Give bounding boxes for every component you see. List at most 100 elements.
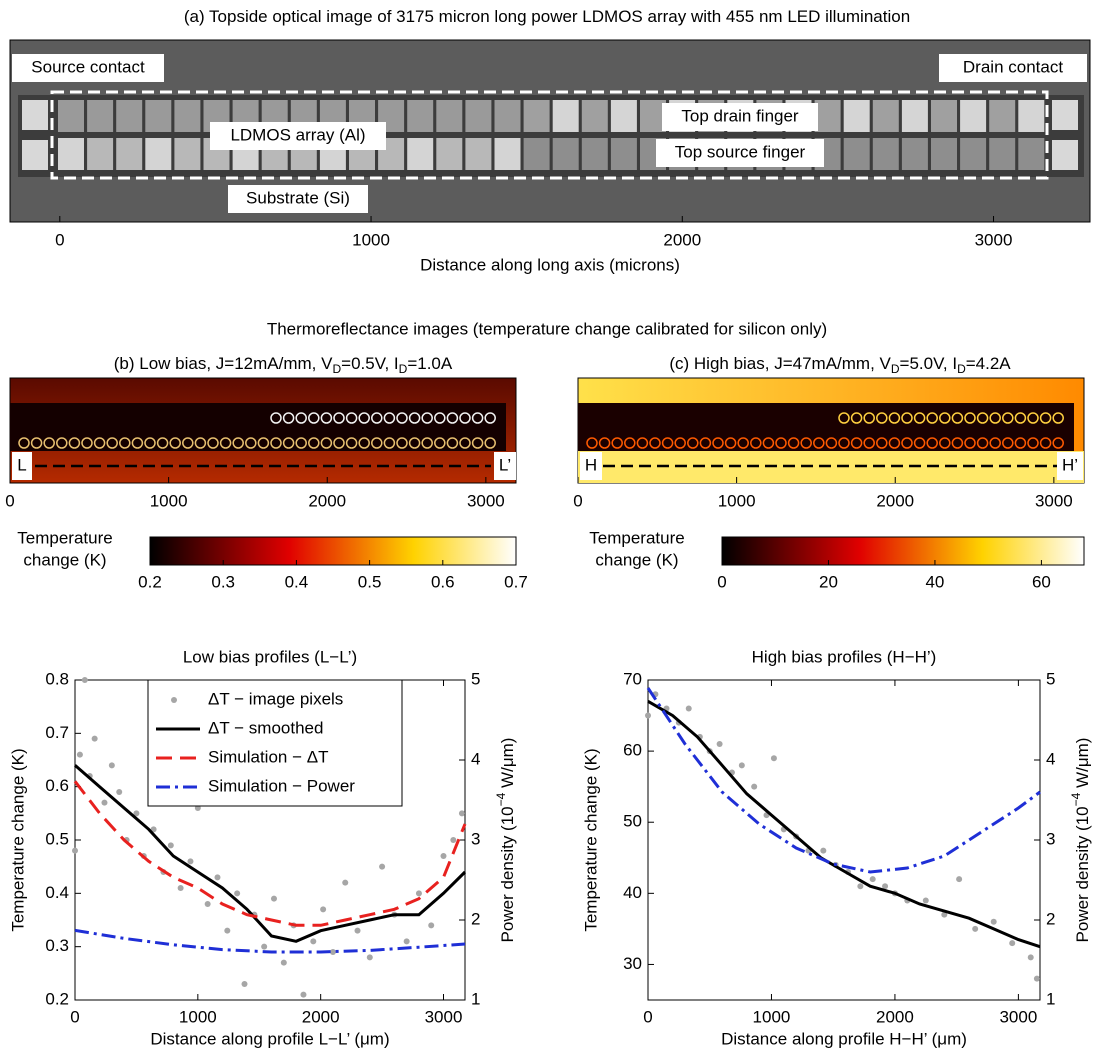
colorbar-tick-label: 0	[717, 572, 726, 591]
annotation-box	[494, 452, 516, 480]
chart-title-part: D	[957, 362, 966, 376]
finger-cell	[926, 437, 938, 449]
finger-cell	[106, 437, 118, 449]
y2-tick-label: 3	[1046, 829, 1055, 848]
finger-cell	[939, 412, 951, 424]
data-point	[857, 883, 864, 890]
finger-cell	[850, 437, 863, 449]
annotation-box	[939, 54, 1087, 82]
data-line	[647, 700, 1041, 949]
x-axis-label: Distance along profile L−L’ (μm)	[150, 1029, 389, 1048]
colorbar-tick-label: 0.3	[211, 572, 235, 591]
finger-cell	[850, 412, 863, 424]
colorbar-tick-label: 0.2	[138, 572, 162, 591]
data-point	[177, 885, 184, 891]
finger-cell	[876, 412, 888, 424]
source-cell	[1018, 138, 1045, 170]
x-tick-label: 3000	[1035, 491, 1073, 510]
data-point	[751, 783, 758, 790]
data-point	[116, 789, 123, 795]
finger-cell	[1052, 412, 1064, 424]
finger-cell	[144, 437, 156, 449]
y2-axis-label-part: −4	[1069, 792, 1083, 806]
finger-cell	[484, 437, 496, 449]
drain-cell	[581, 100, 608, 132]
data-point	[354, 927, 361, 934]
chart-title-part: =1.0A	[407, 354, 453, 373]
finger-cell	[81, 437, 93, 449]
finger-cell	[30, 437, 43, 449]
data-point	[403, 938, 410, 945]
finger-cell	[308, 412, 320, 424]
data-point	[770, 755, 777, 762]
finger-cell	[408, 437, 421, 449]
finger-cell	[1027, 412, 1039, 424]
finger-cell	[446, 412, 459, 424]
finger-cell	[232, 437, 244, 449]
finger-cell	[320, 437, 333, 449]
finger-cell	[876, 437, 888, 449]
finger-cell	[93, 437, 106, 449]
y-tick-label: 0.6	[45, 776, 69, 795]
y2-tick-label: 4	[1046, 749, 1055, 768]
finger-cell	[182, 437, 194, 449]
source-cell	[960, 138, 987, 170]
annotation: Drain contact	[963, 57, 1063, 76]
chart-title-part: =0.5V, I	[341, 354, 399, 373]
data-point	[187, 858, 194, 865]
colorbar-tick-label: 0.4	[285, 572, 309, 591]
finger-cell	[396, 437, 408, 449]
source-cell	[174, 138, 201, 170]
finger-cell	[169, 437, 181, 449]
annotation: LDMOS array (Al)	[230, 125, 365, 144]
figure-title: Thermoreflectance images (temperature ch…	[267, 319, 827, 338]
finger-cell	[421, 412, 433, 424]
data-line	[646, 687, 1041, 874]
y2-axis-label-part: W/μm)	[1073, 738, 1092, 793]
finger-cell	[295, 412, 307, 424]
annotation-box	[662, 103, 818, 131]
chart-title-part: D	[891, 362, 900, 376]
colorbar-tick-label: 60	[1032, 572, 1051, 591]
finger-cell	[421, 437, 433, 449]
finger-cell	[1002, 412, 1014, 424]
data-point	[882, 883, 889, 890]
annotation: H	[585, 455, 597, 474]
finger-cell	[674, 437, 686, 449]
y2-tick-label: 5	[1046, 669, 1055, 688]
plot-frame	[647, 679, 1041, 1001]
source-cell	[552, 138, 579, 170]
finger-cell	[989, 437, 1001, 449]
finger-cell	[964, 412, 976, 424]
y-tick-label: 0.4	[45, 883, 69, 902]
data-point	[270, 895, 277, 902]
finger-cell	[636, 437, 649, 449]
y2-axis-label-part: Power density (10	[498, 806, 517, 942]
legend-label: Simulation − ΔT	[208, 747, 329, 766]
finger-cell	[989, 412, 1001, 424]
data-line	[74, 764, 467, 943]
y2-tick-label: 4	[471, 749, 480, 768]
drain-cell	[843, 100, 870, 132]
y-tick-label: 0.7	[45, 723, 69, 742]
finger-cell	[1039, 412, 1052, 424]
finger-cell	[383, 437, 396, 449]
chart-title-part: =4.2A	[966, 354, 1012, 373]
annotation: Source contact	[31, 57, 145, 76]
data-point	[72, 847, 78, 854]
colorbar-tick-label: 0.7	[504, 572, 528, 591]
drain-cell	[145, 100, 172, 132]
drain-cell	[58, 100, 84, 132]
source-cell	[581, 138, 608, 170]
legend-label: ΔT − smoothed	[208, 718, 323, 737]
finger-cell	[737, 437, 749, 449]
finger-cell	[649, 437, 661, 449]
finger-cell	[712, 437, 724, 449]
finger-cell	[434, 437, 446, 449]
data-point	[234, 890, 241, 897]
finger-cell	[257, 437, 270, 449]
finger-cell	[951, 412, 964, 424]
x-tick-label: 1000	[753, 1007, 791, 1026]
finger-cell	[901, 437, 913, 449]
y-tick-label: 40	[623, 883, 642, 902]
